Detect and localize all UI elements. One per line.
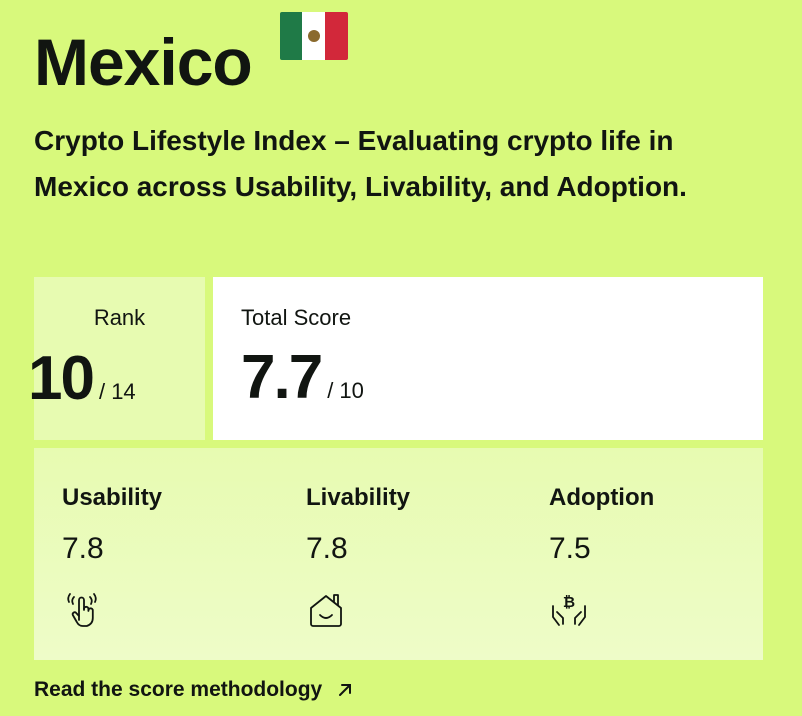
- rank-value: 10: [28, 344, 95, 413]
- arrow-up-right-icon: [339, 684, 352, 696]
- metric-name: Livability: [306, 484, 411, 511]
- bitcoin-hands-icon: ₿: [552, 593, 586, 626]
- svg-text:₿: ₿: [563, 593, 575, 611]
- metric-name: Usability: [62, 484, 163, 511]
- smiling-house-icon: [310, 594, 342, 627]
- score-methodology-link[interactable]: Read the score methodology: [34, 678, 354, 702]
- rank-card: Rank: [34, 277, 205, 440]
- metric-score: 7.8: [306, 532, 348, 565]
- country-title: Mexico: [34, 25, 253, 99]
- rank-label: Rank: [93, 305, 146, 330]
- total-score-value: 7.7: [241, 343, 323, 412]
- page-subtitle: Crypto Lifestyle Index – Evaluating cryp…: [34, 125, 687, 202]
- metric-score: 7.5: [549, 532, 591, 565]
- total-score-out-of: / 10: [327, 378, 364, 403]
- score-methodology-label: Read the score methodology: [34, 678, 323, 701]
- header: Mexico: [34, 12, 348, 106]
- total-score-label: Total Score: [241, 305, 352, 330]
- metric-score: 7.8: [62, 532, 104, 565]
- total-score-value-group: 7.7/ 10: [241, 347, 364, 409]
- total-score-card: Total Score 7.7/ 10: [213, 277, 763, 440]
- rank-out-of: / 14: [98, 379, 136, 404]
- touch-hand-icon: [67, 593, 97, 627]
- rank-value-group: 10/ 14: [28, 348, 136, 410]
- metrics-card: Usability 7.8 Livability 7.8 Adoption 7.…: [34, 448, 763, 660]
- mexico-flag-icon: [279, 12, 348, 60]
- metric-name: Adoption: [549, 484, 655, 511]
